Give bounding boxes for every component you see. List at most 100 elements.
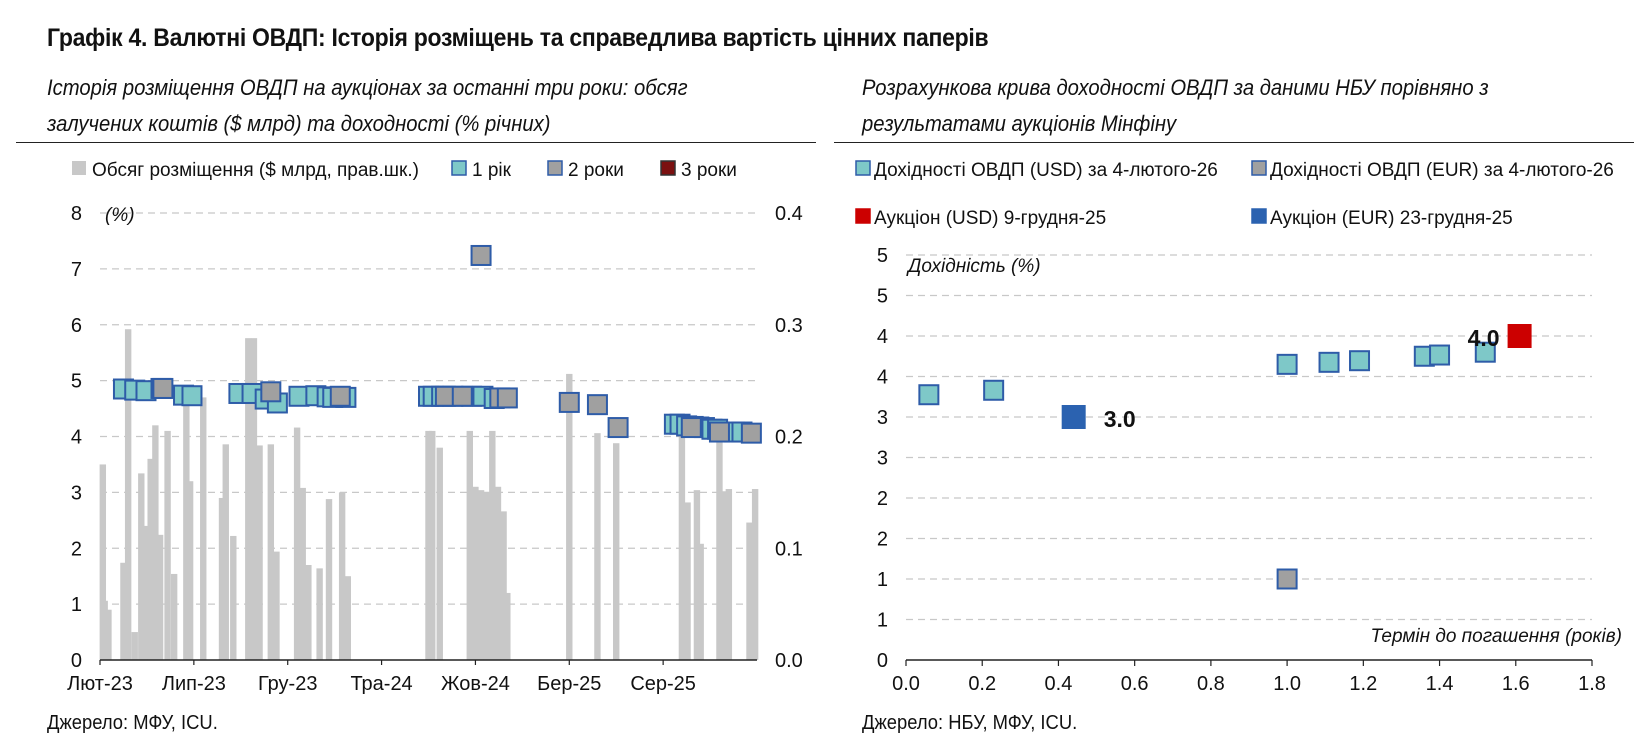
left-y-tick-label: 5 — [71, 371, 82, 393]
right-x-tick-label: 0.8 — [1197, 673, 1225, 695]
yield-marker — [496, 387, 518, 409]
volume-bar — [230, 535, 237, 660]
right-y-tick-label: 0.0 — [775, 650, 803, 672]
volume-bar — [721, 491, 729, 660]
right-y-tick-label: 2 — [877, 488, 888, 510]
right-y-tick-label: 0.4 — [775, 203, 803, 225]
yield-curve-marker — [1061, 405, 1086, 429]
volume-bar — [183, 402, 190, 660]
volume-bar — [105, 609, 112, 660]
volume-bar — [152, 425, 159, 660]
left-y-tick-label: 2 — [71, 538, 82, 560]
volume-bar — [156, 534, 164, 660]
yield-marker — [740, 422, 762, 444]
right-x-tick-label: 1.6 — [1502, 673, 1530, 695]
volume-bar — [256, 445, 263, 660]
volume-bar — [267, 444, 275, 660]
volume-bar — [325, 499, 333, 660]
volume-bar — [504, 592, 511, 660]
volume-bar — [200, 397, 207, 660]
volume-bar — [170, 573, 178, 660]
volume-bar — [164, 430, 171, 660]
volume-bar — [101, 600, 108, 660]
volume-bar — [500, 511, 507, 660]
yield-marker — [708, 421, 730, 443]
left-chart-source: Джерело: МФУ, ICU. — [47, 712, 218, 734]
right-y-tick-label: 5 — [877, 286, 888, 308]
right-y-tick-label: 5 — [877, 245, 888, 267]
legend-eur-auction-swatch — [1251, 208, 1267, 224]
yield-marker — [329, 385, 351, 407]
volume-bar — [120, 562, 127, 660]
left-x-tick-label: Гру-23 — [258, 673, 318, 695]
legend-volume-label: Обсяг розміщення ($ млрд, прав.шк.) — [92, 160, 419, 181]
yield-marker — [558, 391, 580, 413]
right-y-tick-label: 2 — [877, 529, 888, 551]
yield-marker — [607, 417, 629, 439]
volume-bar — [613, 443, 620, 660]
yield-curve-marker — [1474, 341, 1496, 363]
left-chart-auction-history: 0 1 2 3 4 5 6 7 8 0.0 0.1 0.2 0.3 0.4 (%) Лют-23 Лип-23 Г… — [67, 160, 803, 695]
left-x-tick-label: Лют-23 — [67, 673, 133, 695]
right-x-tick-label: 1.2 — [1349, 673, 1377, 695]
legend-eur-curve-swatch — [1251, 160, 1267, 176]
right-x-tick-label: 0.4 — [1045, 673, 1073, 695]
legend-3-year-label: 3 роки — [681, 160, 737, 181]
left-chart-subtitle: Історія розміщення ОВДП на аукціонах за … — [47, 75, 688, 136]
yield-marker — [181, 385, 203, 407]
volume-bar — [124, 329, 132, 660]
volume-bar — [305, 565, 312, 660]
legend-volume-swatch — [72, 161, 86, 175]
auction-value-label: 4.0 — [1468, 325, 1500, 351]
right-y-tick-label: 0.1 — [775, 538, 803, 560]
right-x-tick-label: 0.0 — [892, 673, 920, 695]
volume-bar — [147, 458, 154, 660]
right-chart-yield-curve: 0 1 1 2 2 3 3 4 4 5 5 0.0 0.2 0.4 0.6 0.8 1.0 1.2 1.4 1.6 1.… — [855, 160, 1622, 695]
right-y-tick-label: 0 — [877, 650, 888, 672]
volume-bar — [693, 490, 701, 660]
legend-usd-curve-label: Дохідності ОВДП (USD) за 4-лютого-26 — [874, 160, 1218, 181]
right-x-tick-label: 0.6 — [1121, 673, 1149, 695]
legend-2-year-label: 2 роки — [568, 160, 624, 181]
volume-bar — [131, 632, 138, 660]
volume-bar — [751, 489, 759, 660]
volume-bar — [466, 430, 473, 660]
volume-bar — [245, 338, 252, 660]
volume-bar — [684, 502, 691, 660]
right-y-tick-label: 1 — [877, 569, 888, 591]
volume-bar — [142, 525, 150, 660]
volume-bar — [186, 481, 194, 660]
volume-bar — [250, 338, 258, 660]
volume-bar — [222, 444, 229, 660]
volume-bar — [746, 522, 753, 660]
yield-curve-marker — [1507, 324, 1532, 348]
left-y-tick-label: 4 — [71, 427, 82, 449]
yield-curve-marker — [1276, 353, 1298, 375]
yield-marker — [260, 381, 282, 403]
left-x-tick-label: Тра-24 — [350, 673, 412, 695]
left-y-tick-label: 8 — [71, 203, 82, 225]
right-y-tick-label: 1 — [877, 610, 888, 632]
yield-marker — [152, 377, 174, 399]
left-y-tick-label: 0 — [71, 650, 82, 672]
volume-bar — [716, 435, 723, 660]
yield-curve-marker — [1318, 351, 1340, 373]
legend-usd-auction-label: Аукціон (USD) 9-грудня-25 — [874, 208, 1106, 229]
legend-1-year-swatch — [451, 160, 467, 176]
yield-marker — [680, 417, 702, 439]
volume-bar — [99, 464, 107, 660]
yield-curve-marker — [1429, 344, 1451, 366]
left-x-tick-label: Жов-24 — [441, 673, 510, 695]
yield-curve-marker — [983, 379, 1005, 401]
legend-3-year-swatch — [660, 160, 676, 176]
right-chart-source: Джерело: НБУ, МФУ, ICU. — [862, 712, 1078, 734]
left-x-tick-label: Лип-23 — [162, 673, 226, 695]
legend-eur-auction-label: Аукціон (EUR) 23-грудня-25 — [1270, 208, 1513, 229]
left-x-tick-label: Сер-25 — [630, 673, 696, 695]
volume-bar — [697, 543, 704, 660]
left-y-tick-label: 1 — [71, 594, 82, 616]
yield-marker — [451, 385, 473, 407]
volume-bar — [273, 551, 280, 660]
right-x-tick-label: 1.4 — [1426, 673, 1454, 695]
